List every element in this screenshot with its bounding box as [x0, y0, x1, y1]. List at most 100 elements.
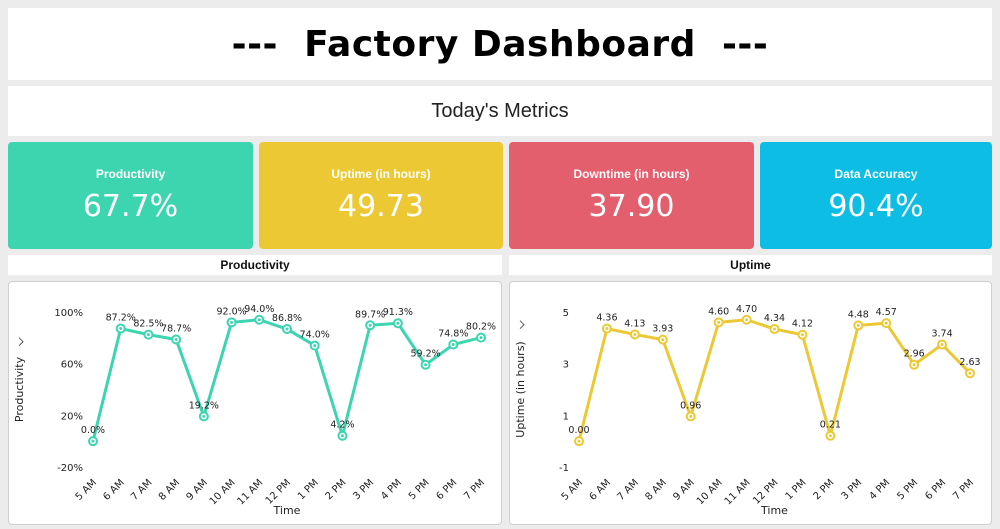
kpi-card-data-accuracy[interactable]: Data Accuracy 90.4%	[760, 142, 992, 249]
kpi-card-downtime[interactable]: Downtime (in hours) 37.90	[509, 142, 754, 249]
y-tick-label: 3	[563, 360, 569, 371]
data-label: 94.0%	[244, 304, 274, 315]
data-point-center	[605, 327, 609, 331]
x-tick-label: 7 AM	[129, 477, 154, 502]
data-label: 89.7%	[355, 309, 385, 320]
data-label: 91.3%	[383, 307, 413, 318]
data-label: 4.12	[792, 319, 813, 330]
data-point-center	[91, 439, 95, 443]
data-label: 4.34	[764, 313, 785, 324]
data-label: 82.5%	[133, 319, 163, 330]
y-tick-label: 20%	[61, 411, 83, 422]
data-point-center	[689, 414, 693, 418]
x-tick-label: 10 AM	[695, 477, 725, 507]
x-tick-label: 9 AM	[185, 477, 210, 502]
x-tick-label: 1 PM	[784, 477, 809, 502]
data-point-center	[479, 336, 483, 340]
data-label: 4.70	[736, 304, 757, 315]
data-point-center	[968, 371, 972, 375]
x-tick-label: 7 PM	[462, 477, 487, 502]
data-point-center	[940, 343, 944, 347]
data-label: 92.0%	[216, 306, 246, 317]
data-point-center	[745, 318, 749, 322]
data-point-center	[174, 338, 178, 342]
y-tick-label: -1	[559, 463, 569, 474]
x-tick-label: 5 PM	[407, 477, 432, 502]
data-point-center	[119, 327, 123, 331]
x-tick-label: 5 AM	[74, 477, 99, 502]
data-label: 74.0%	[300, 330, 330, 341]
data-label: 86.8%	[272, 313, 302, 324]
data-label: 3.74	[931, 329, 952, 340]
data-label: 0.96	[680, 400, 701, 411]
x-tick-label: 6 PM	[923, 477, 948, 502]
y-tick-label: 60%	[61, 360, 83, 371]
data-point-center	[856, 323, 860, 327]
productivity-line-chart: -20% 20% 60% 100% Productivity 5 AM 6 AM 7 AM 8 …	[13, 304, 496, 517]
x-tick-label: 8 AM	[643, 477, 668, 502]
kpi-label: Productivity	[95, 167, 166, 181]
data-label: 4.48	[848, 309, 869, 320]
x-tick-label: 7 AM	[616, 477, 641, 502]
kpi-card-uptime[interactable]: Uptime (in hours) 49.73	[259, 142, 503, 249]
data-point-center	[230, 320, 234, 324]
title-panel: --- Factory Dashboard ---	[8, 8, 992, 80]
x-tick-label: 6 PM	[435, 477, 460, 502]
data-label: 4.57	[876, 307, 897, 318]
chevron-down-icon[interactable]	[18, 337, 24, 347]
data-point-center	[661, 338, 665, 342]
x-tick-label: 5 PM	[895, 477, 920, 502]
y-tick-label: 5	[563, 308, 569, 319]
x-axis-title: Time	[273, 504, 301, 517]
x-tick-label: 11 AM	[235, 477, 265, 507]
x-tick-label: 7 PM	[951, 477, 976, 502]
kpi-value: 37.90	[588, 189, 675, 224]
data-label: 0.21	[820, 420, 841, 431]
productivity-chart-panel: -20% 20% 60% 100% Productivity 5 AM 6 AM 7 AM 8 …	[8, 281, 502, 525]
data-point-center	[773, 327, 776, 331]
metrics-header: Today's Metrics	[8, 86, 992, 136]
uptime-chart-panel: -1 1 3 5 Uptime (in hours) 5 AM 6 AM 7 AM 8 AM 9 …	[509, 281, 992, 525]
x-tick-label: 2 PM	[812, 477, 837, 502]
data-label: 74.8%	[438, 329, 468, 340]
data-point-center	[800, 333, 804, 337]
chevron-down-icon[interactable]	[519, 320, 525, 330]
data-point-center	[577, 439, 581, 443]
kpi-label: Data Accuracy	[834, 167, 918, 181]
data-point-center	[340, 434, 344, 438]
data-point-center	[884, 321, 888, 325]
x-tick-label: 2 PM	[324, 477, 349, 502]
data-point-center	[396, 321, 400, 325]
kpi-card-productivity[interactable]: Productivity 67.7%	[8, 142, 253, 249]
x-tick-label: 6 AM	[101, 477, 126, 502]
x-tick-label: 3 PM	[840, 477, 865, 502]
data-point-center	[285, 327, 289, 331]
chart-title-productivity: Productivity	[8, 255, 502, 275]
x-tick-label: 4 PM	[867, 477, 892, 502]
data-point-center	[451, 343, 455, 347]
x-tick-label: 12 PM	[264, 477, 293, 506]
data-point-center	[257, 318, 261, 322]
data-label: 0.0%	[81, 425, 105, 436]
y-tick-label: -20%	[57, 463, 83, 474]
x-tick-label: 6 AM	[588, 477, 613, 502]
y-axis-title: Productivity	[13, 356, 26, 422]
data-label: 4.36	[596, 313, 617, 324]
y-axis-title: Uptime (in hours)	[514, 341, 527, 437]
data-label: 4.2%	[330, 420, 354, 431]
kpi-value: 67.7%	[82, 189, 179, 224]
data-point-center	[828, 434, 832, 438]
data-point-center	[368, 323, 372, 327]
data-label: 78.7%	[161, 324, 191, 335]
data-point-center	[717, 320, 721, 324]
data-point-center	[313, 344, 317, 348]
data-point-center	[912, 363, 916, 367]
x-tick-label: 4 PM	[379, 477, 404, 502]
data-point-center	[633, 332, 637, 336]
x-tick-label: 12 PM	[751, 477, 780, 506]
data-label: 59.2%	[410, 349, 440, 360]
x-tick-label: 3 PM	[351, 477, 376, 502]
x-tick-label: 8 AM	[157, 477, 182, 502]
kpi-value: 90.4%	[828, 189, 924, 224]
uptime-line-chart: -1 1 3 5 Uptime (in hours) 5 AM 6 AM 7 AM 8 AM 9 …	[514, 304, 981, 517]
